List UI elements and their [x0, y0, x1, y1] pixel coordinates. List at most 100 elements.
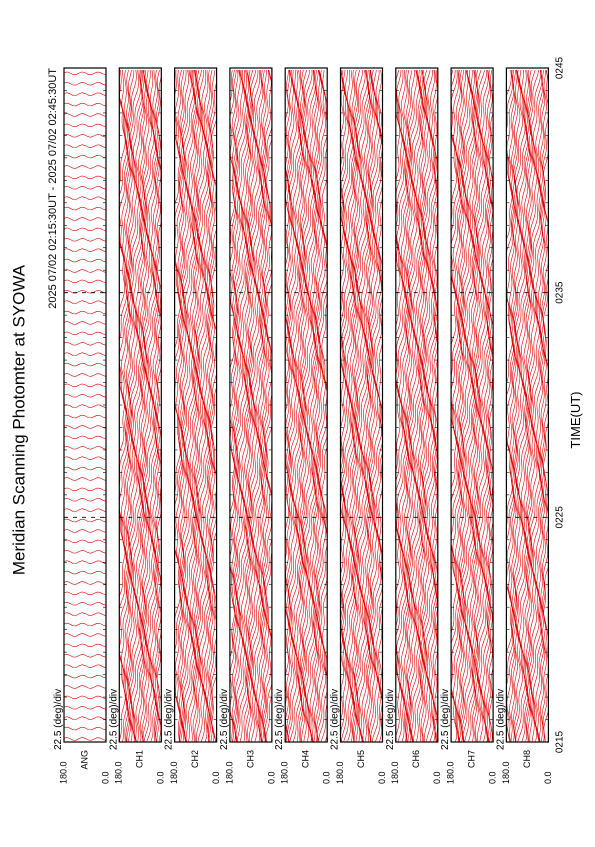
trace: [309, 69, 318, 742]
x-tick-label: 0225: [555, 506, 566, 529]
trace: [64, 581, 106, 585]
trace: [64, 674, 106, 679]
trace: [304, 69, 316, 742]
y-tick-label: 0.0: [487, 771, 497, 784]
trace: [64, 570, 106, 575]
trace: [184, 69, 196, 742]
trace: [64, 716, 106, 720]
trace: [287, 69, 298, 742]
traces: [451, 69, 494, 742]
trace: [405, 69, 411, 742]
trace: [488, 69, 494, 742]
trace: [64, 123, 106, 128]
trace: [189, 69, 197, 742]
trace: [537, 69, 545, 742]
trace: [363, 69, 371, 742]
trace: [487, 69, 494, 742]
trace: [340, 69, 349, 742]
scale-label: 22.5 (deg)/div: [219, 689, 230, 750]
channel-label: CH6: [411, 750, 421, 768]
trace: [64, 601, 106, 606]
trace: [285, 69, 290, 742]
trace: [64, 81, 106, 86]
trace: [64, 591, 106, 596]
trace: [64, 737, 106, 741]
trace: [208, 69, 214, 742]
trace: [194, 69, 202, 742]
trace: [64, 487, 106, 492]
trace: [64, 258, 106, 263]
trace: [301, 69, 310, 742]
trace: [373, 69, 383, 742]
trace: [378, 69, 383, 742]
y-tick-label: 0.0: [266, 771, 276, 784]
trace: [464, 69, 475, 742]
trace: [119, 69, 128, 742]
trace: [64, 196, 106, 200]
trace: [229, 69, 235, 742]
y-tick-label: 180.0: [390, 761, 400, 784]
trace: [527, 69, 535, 742]
trace: [247, 70, 253, 742]
trace: [235, 69, 246, 742]
trace: [130, 69, 142, 742]
channel-label: CH7: [466, 750, 476, 768]
subtitle: 2025 07/02 02:15:30UT - 2025 07/02 02:45…: [47, 68, 59, 309]
trace: [119, 69, 129, 742]
trace: [64, 477, 106, 481]
traces: [340, 69, 383, 742]
trace: [255, 69, 264, 742]
trace: [174, 69, 182, 742]
trace: [290, 69, 302, 742]
trace: [258, 69, 265, 742]
trace: [423, 69, 435, 742]
trace: [403, 69, 410, 742]
trace: [141, 69, 148, 742]
trace: [64, 653, 106, 658]
trace: [421, 69, 430, 742]
trace: [511, 69, 517, 742]
trace: [542, 69, 549, 742]
trace: [154, 69, 160, 742]
trace: [540, 69, 546, 742]
trace: [64, 685, 106, 689]
trace: [64, 633, 106, 637]
trace: [506, 69, 513, 742]
channel-label: CH1: [135, 750, 145, 768]
trace: [64, 217, 106, 221]
y-tick-label: 180.0: [169, 761, 179, 784]
trace: [147, 69, 158, 742]
trace: [121, 69, 130, 742]
trace: [355, 69, 366, 742]
trace: [64, 321, 106, 325]
trace: [432, 69, 438, 742]
trace: [64, 185, 106, 190]
trace: [64, 539, 106, 544]
trace: [341, 69, 352, 742]
trace: [64, 206, 106, 211]
trace: [64, 144, 106, 148]
y-tick-label: 0.0: [211, 771, 221, 784]
trace: [417, 69, 424, 742]
trace: [64, 133, 106, 138]
trace: [64, 227, 106, 232]
trace: [475, 69, 486, 742]
trace: [64, 445, 106, 450]
trace: [127, 69, 133, 742]
trace: [506, 69, 515, 742]
trace: [395, 69, 403, 742]
trace: [138, 69, 145, 742]
trace: [206, 69, 212, 742]
trace: [64, 300, 106, 304]
trace: [349, 69, 357, 742]
trace: [210, 69, 217, 742]
trace: [351, 69, 357, 742]
trace: [195, 69, 204, 742]
channel-label: CH5: [356, 750, 366, 768]
trace: [422, 69, 432, 742]
trace: [321, 69, 328, 742]
trace: [518, 69, 529, 742]
rotated-plot: Meridian Scanning Photomter at SYOWA 202…: [9, 56, 583, 784]
trace: [466, 69, 476, 742]
